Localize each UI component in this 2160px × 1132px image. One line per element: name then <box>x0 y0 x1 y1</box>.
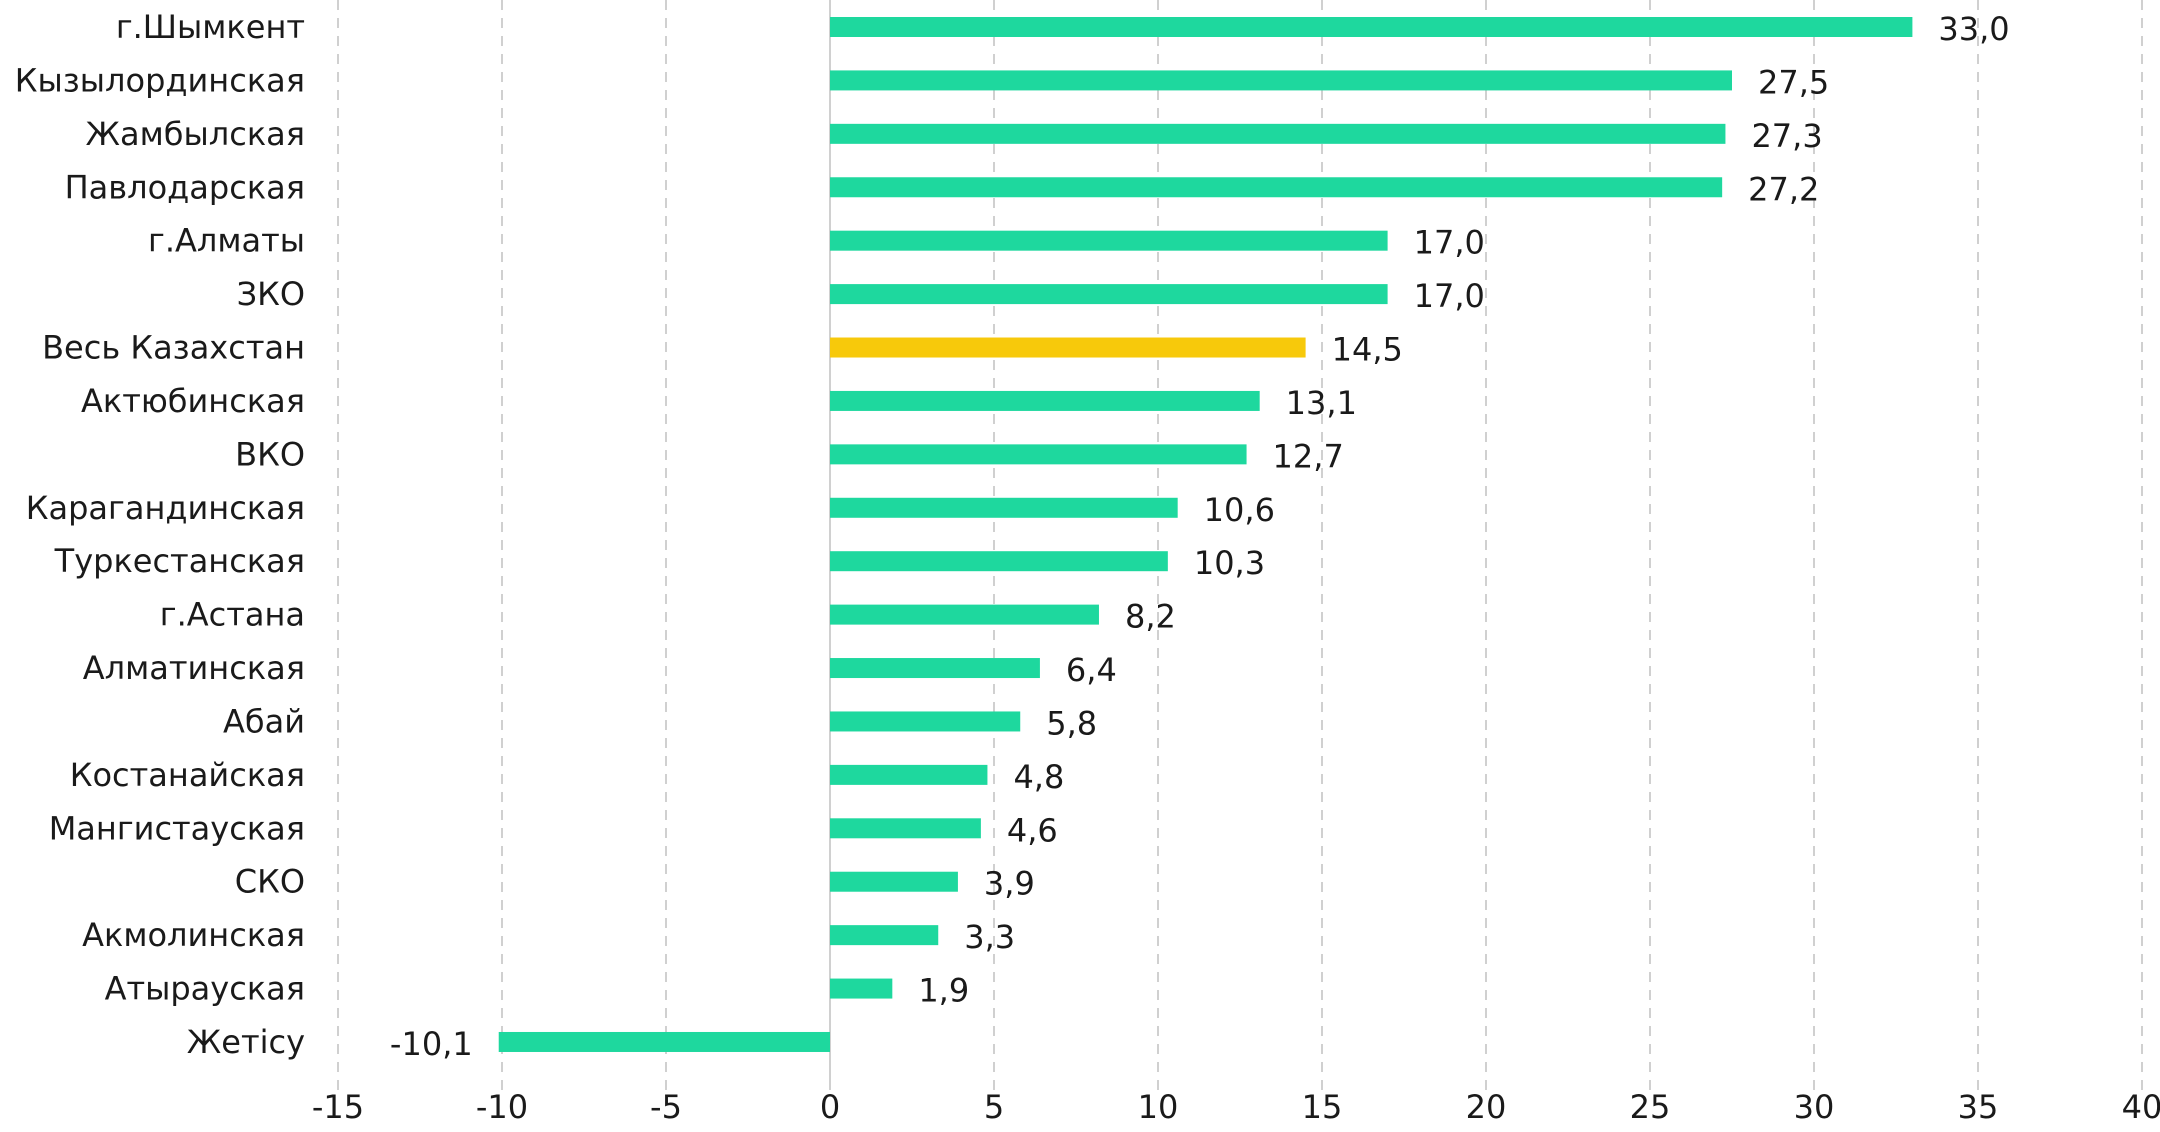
category-label: Костанайская <box>70 756 305 794</box>
x-tick-label: -5 <box>650 1088 682 1126</box>
category-label: г.Шымкент <box>116 8 305 46</box>
category-label: г.Алматы <box>148 222 305 260</box>
bar <box>830 497 1178 518</box>
data-label: 27,3 <box>1751 117 1822 155</box>
x-tick-label: 20 <box>1466 1088 1507 1126</box>
data-label: 33,0 <box>1938 10 2009 48</box>
data-label: 4,8 <box>1013 758 1064 796</box>
bar <box>830 17 1913 37</box>
bar <box>830 764 988 785</box>
data-label: 27,5 <box>1758 63 1829 101</box>
data-label: 1,9 <box>918 972 969 1010</box>
category-label: Павлодарская <box>65 168 305 206</box>
x-axis-ticks: -15 -10 -5 0 5 10 15 20 25 30 35 40 <box>312 1088 2160 1126</box>
data-label: 12,7 <box>1273 437 1344 475</box>
category-label: г.Астана <box>160 596 305 634</box>
labels-layer: г.Шымкент 33,0 Кызылординская 27,5 Жамбылска… <box>15 8 2010 1063</box>
bar <box>830 551 1168 572</box>
x-tick-label: 40 <box>2122 1088 2160 1126</box>
bar <box>830 871 958 892</box>
data-label: 13,1 <box>1286 384 1357 422</box>
category-label: Кызылординская <box>15 61 305 99</box>
bar <box>830 284 1388 305</box>
data-label: -10,1 <box>390 1025 473 1063</box>
x-tick-label: 30 <box>1794 1088 1835 1126</box>
bar <box>830 658 1040 679</box>
x-tick-label: -15 <box>312 1088 364 1126</box>
data-label: 8,2 <box>1125 598 1176 636</box>
data-label: 14,5 <box>1332 331 1403 369</box>
data-label: 17,0 <box>1414 277 1485 315</box>
category-label: Жамбылская <box>86 115 305 153</box>
x-tick-label: 5 <box>984 1088 1004 1126</box>
data-label: 27,2 <box>1748 170 1819 208</box>
x-tick-label: 10 <box>1138 1088 1179 1126</box>
category-label: Атырауская <box>105 970 305 1008</box>
category-label: Акмолинская <box>82 916 305 954</box>
bars-layer <box>498 17 1913 1052</box>
bar <box>830 337 1306 358</box>
category-label: Жетісу <box>187 1023 305 1061</box>
category-label: Алматинская <box>83 649 305 687</box>
category-label: СКО <box>235 863 305 901</box>
bar <box>830 818 981 839</box>
bar <box>830 604 1099 625</box>
data-label: 4,6 <box>1007 811 1058 849</box>
bar <box>830 70 1732 91</box>
data-label: 17,0 <box>1414 224 1485 262</box>
bar <box>830 711 1021 732</box>
bar <box>830 177 1723 198</box>
category-label: Туркестанская <box>54 542 305 580</box>
data-label: 6,4 <box>1066 651 1117 689</box>
data-label: 3,9 <box>984 865 1035 903</box>
bar <box>498 1031 830 1052</box>
data-label: 3,3 <box>964 918 1015 956</box>
bar <box>830 978 893 999</box>
bar <box>830 230 1388 251</box>
data-label: 5,8 <box>1046 704 1097 742</box>
bar <box>830 444 1247 465</box>
category-label: Мангистауская <box>49 809 305 847</box>
category-label: ВКО <box>235 435 305 473</box>
x-tick-label: -10 <box>476 1088 528 1126</box>
category-label: Актюбинская <box>81 382 305 420</box>
bar <box>830 390 1260 411</box>
x-tick-label: 0 <box>820 1088 840 1126</box>
x-tick-label: 15 <box>1302 1088 1343 1126</box>
category-label: Карагандинская <box>26 489 305 527</box>
category-label: Абай <box>223 702 305 740</box>
category-label: Весь Казахстан <box>42 329 305 367</box>
category-label: ЗКО <box>237 275 305 313</box>
data-label: 10,6 <box>1204 491 1275 529</box>
data-label: 10,3 <box>1194 544 1265 582</box>
bar <box>830 925 939 946</box>
bar <box>830 123 1726 144</box>
x-tick-label: 25 <box>1630 1088 1671 1126</box>
x-tick-label: 35 <box>1958 1088 1999 1126</box>
